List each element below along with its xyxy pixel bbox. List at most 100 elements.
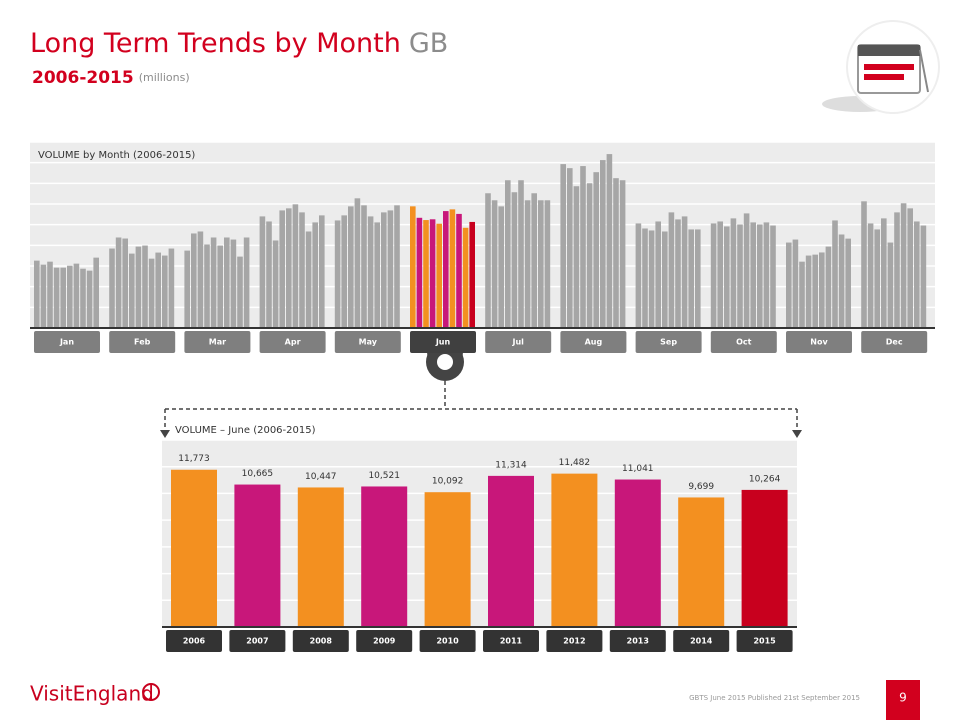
x-tick-label: 2015 bbox=[753, 637, 776, 646]
bar bbox=[259, 216, 266, 328]
bar bbox=[394, 205, 400, 328]
bar bbox=[266, 221, 272, 328]
bar bbox=[586, 183, 593, 328]
bar bbox=[292, 204, 299, 328]
bar bbox=[648, 230, 655, 328]
year-tab bbox=[166, 630, 222, 652]
subtitle-unit: (millions) bbox=[139, 71, 190, 84]
bar bbox=[600, 160, 606, 328]
bar bbox=[606, 154, 613, 328]
x-tick-label: 2009 bbox=[373, 637, 396, 646]
bar bbox=[53, 267, 60, 328]
bar bbox=[462, 227, 469, 328]
month-tab bbox=[560, 331, 627, 353]
title-suffix: GB bbox=[409, 28, 448, 59]
logo: VisitEngland bbox=[30, 682, 154, 706]
bar bbox=[717, 221, 723, 328]
bar bbox=[148, 258, 155, 328]
value-label: 10,665 bbox=[242, 469, 274, 479]
bar bbox=[485, 193, 491, 328]
bar bbox=[93, 257, 99, 328]
bar bbox=[832, 220, 838, 328]
bar bbox=[642, 228, 648, 328]
bar bbox=[920, 225, 927, 328]
x-tick-label: Nov bbox=[810, 338, 828, 347]
year-tab bbox=[546, 630, 603, 652]
chart-title: VOLUME – June (2006-2015) bbox=[175, 425, 316, 436]
x-tick-label: 2012 bbox=[563, 637, 585, 646]
bar bbox=[567, 168, 573, 328]
bar bbox=[272, 240, 279, 328]
bar bbox=[279, 210, 285, 328]
value-label: 11,041 bbox=[622, 464, 654, 474]
bar bbox=[142, 245, 148, 328]
title-main: Long Term Trends by Month bbox=[30, 28, 401, 59]
year-tab bbox=[609, 630, 666, 652]
bar bbox=[410, 206, 416, 328]
x-tick-label: 2008 bbox=[310, 637, 333, 646]
x-tick-label: Sep bbox=[660, 338, 677, 347]
bar bbox=[524, 200, 531, 328]
bar bbox=[224, 237, 230, 328]
connector bbox=[160, 343, 802, 438]
bar bbox=[743, 213, 750, 328]
bar bbox=[67, 265, 73, 328]
month-tab bbox=[184, 331, 251, 353]
bar bbox=[319, 215, 325, 328]
bar bbox=[894, 212, 900, 328]
x-tick-label: May bbox=[359, 338, 378, 347]
logo-rose bbox=[142, 683, 160, 701]
bar bbox=[109, 248, 115, 328]
year-tab bbox=[229, 630, 286, 652]
bar bbox=[662, 231, 668, 328]
x-tick-label: Oct bbox=[736, 338, 752, 347]
value-label: 9,699 bbox=[688, 482, 714, 492]
bar bbox=[770, 225, 776, 328]
bar bbox=[805, 255, 812, 328]
month-tab bbox=[259, 331, 326, 353]
bar bbox=[361, 205, 367, 328]
bar bbox=[655, 221, 661, 328]
bar bbox=[297, 487, 344, 627]
calendar-icon bbox=[822, 20, 940, 114]
month-tab bbox=[410, 331, 476, 353]
bar bbox=[730, 218, 737, 328]
bar bbox=[593, 172, 599, 328]
bar bbox=[34, 260, 40, 328]
bar bbox=[381, 212, 387, 328]
bar bbox=[162, 255, 168, 328]
bar bbox=[498, 206, 504, 328]
year-tab bbox=[419, 630, 476, 652]
bar bbox=[299, 212, 305, 328]
value-label: 11,773 bbox=[178, 454, 210, 464]
bar bbox=[361, 486, 408, 627]
bar bbox=[681, 216, 688, 328]
bar bbox=[449, 209, 456, 328]
bar bbox=[488, 475, 534, 627]
bar bbox=[881, 218, 887, 328]
value-label: 10,092 bbox=[432, 477, 464, 487]
bar bbox=[678, 497, 725, 627]
bar bbox=[237, 256, 243, 328]
bar bbox=[367, 216, 374, 328]
bar bbox=[867, 223, 874, 328]
year-tab bbox=[292, 630, 349, 652]
bar bbox=[710, 223, 717, 328]
bar bbox=[573, 186, 580, 328]
bar bbox=[887, 242, 894, 328]
bar bbox=[511, 192, 518, 328]
bar bbox=[469, 221, 475, 328]
x-tick-label: 2014 bbox=[690, 637, 713, 646]
bar bbox=[115, 237, 122, 328]
bar bbox=[741, 489, 788, 627]
bar bbox=[230, 239, 237, 328]
bar bbox=[907, 208, 913, 328]
bar bbox=[80, 268, 86, 328]
bar bbox=[234, 484, 281, 627]
value-label: 10,447 bbox=[305, 472, 337, 482]
bar bbox=[491, 200, 498, 328]
bar bbox=[47, 261, 53, 328]
year-tab bbox=[483, 630, 539, 652]
chart-title: VOLUME by Month (2006-2015) bbox=[38, 150, 195, 161]
